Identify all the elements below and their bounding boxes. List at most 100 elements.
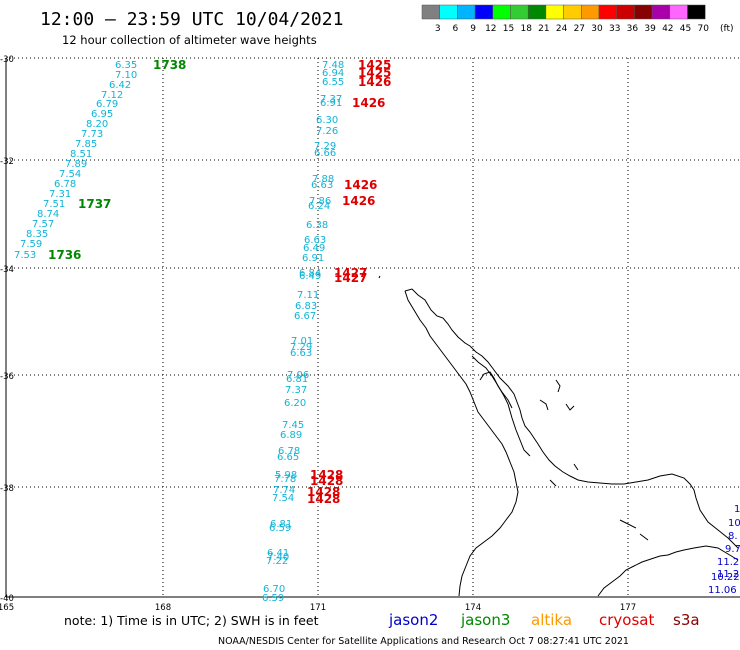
swh-value: 6.20 bbox=[284, 398, 306, 409]
swh-value: 7.74 bbox=[273, 485, 295, 496]
swh-value: 6.65 bbox=[277, 452, 299, 463]
legend-swatch bbox=[669, 4, 688, 20]
legend-tick-label: 6 bbox=[453, 24, 459, 34]
legend-swatch bbox=[474, 4, 494, 20]
lon-label: 165 bbox=[0, 603, 14, 613]
swh-value: 7.06 bbox=[287, 370, 309, 381]
swh-value: 7.26 bbox=[316, 126, 338, 137]
swh-value: 7.78 bbox=[274, 474, 296, 485]
swh-value: 7.48 bbox=[322, 60, 344, 71]
swh-value: 6.42 bbox=[109, 80, 131, 91]
swh-value: 7.40 bbox=[267, 552, 289, 563]
swh-value: 6.67 bbox=[294, 311, 316, 322]
satellite-altika: altika bbox=[531, 611, 572, 629]
lon-label: 174 bbox=[465, 603, 481, 613]
wave-height-legend: 3 6 9 12 15 18 21 24 27 30 33 36 39 42 45 70 (ft) bbox=[421, 4, 734, 34]
lat-label: -36 bbox=[0, 372, 14, 382]
swh-value: 7.10 bbox=[115, 70, 137, 81]
swh-value: 6.91 bbox=[302, 253, 324, 264]
swh-value: 7.88 bbox=[312, 174, 334, 185]
swh-value: 10.22 bbox=[711, 572, 740, 583]
satellite-legend: jason2 jason3 altika cryosat s3a bbox=[388, 611, 700, 629]
swh-value: 7.22 bbox=[266, 556, 288, 567]
legend-tick-label: 45 bbox=[680, 24, 691, 34]
swh-value: 6.38 bbox=[306, 220, 328, 231]
page-title: 12:00 – 23:59 UTC 10/04/2021 bbox=[40, 9, 343, 30]
legend-tick-label: 36 bbox=[627, 24, 639, 34]
east-cape-detail bbox=[539, 379, 649, 541]
lat-label: -34 bbox=[0, 265, 14, 275]
legend-tick-label: 70 bbox=[697, 24, 709, 34]
swh-value: 6.66 bbox=[314, 148, 336, 159]
swh-value: 10 bbox=[728, 518, 740, 529]
swh-value: 11.2 bbox=[717, 569, 739, 580]
swh-value: 8.74 bbox=[37, 209, 59, 220]
footer-note: note: 1) Time is in UTC; 2) SWH is in fe… bbox=[64, 613, 319, 628]
time-label: 1426 bbox=[352, 96, 385, 110]
swh-value: 10 bbox=[734, 504, 740, 515]
swh-value: 7.54 bbox=[272, 493, 294, 504]
swh-value: 6.63 bbox=[311, 180, 333, 191]
swh-value: 7.89 bbox=[65, 159, 87, 170]
swh-value: 8. bbox=[728, 531, 738, 542]
swh-value: 6.49 bbox=[303, 243, 325, 254]
lon-label: 171 bbox=[310, 603, 326, 613]
legend-tick-label: 18 bbox=[520, 24, 532, 34]
swh-value: 7.37 bbox=[285, 385, 307, 396]
legend-tick-label: 30 bbox=[591, 24, 603, 34]
footer-credit: NOAA/NESDIS Center for Satellite Applica… bbox=[218, 636, 629, 647]
swh-value: 6.49 bbox=[299, 271, 321, 282]
legend-swatch bbox=[563, 4, 582, 20]
legend-tick-label: 12 bbox=[485, 24, 496, 34]
time-label: 1736 bbox=[48, 248, 81, 262]
coastline bbox=[378, 275, 739, 597]
swh-value: 6.59 bbox=[262, 593, 284, 604]
swh-value: 6.84 bbox=[299, 268, 321, 279]
legend-swatch bbox=[598, 4, 617, 20]
legend-swatch bbox=[510, 4, 529, 20]
legend-tick-label: 9 bbox=[470, 24, 476, 34]
swh-value: 6.79 bbox=[96, 99, 118, 110]
plot-frame bbox=[5, 58, 740, 598]
legend-tick-label: 24 bbox=[556, 24, 568, 34]
time-label: 1426 bbox=[358, 75, 391, 89]
legend-swatch bbox=[492, 4, 511, 20]
swh-value: 6.70 bbox=[263, 584, 285, 595]
swh-value: 8.35 bbox=[26, 229, 48, 240]
time-label: 1427 bbox=[334, 271, 367, 285]
swh-value: 8.20 bbox=[86, 119, 108, 130]
legend-tick-label: 33 bbox=[609, 24, 620, 34]
swh-value: 7.51 bbox=[43, 199, 65, 210]
legend-tick-label: 39 bbox=[644, 24, 656, 34]
swh-value: 6.59 bbox=[269, 523, 291, 534]
lon-label: 177 bbox=[620, 603, 636, 613]
lon-label: 168 bbox=[155, 603, 171, 613]
swh-value: 7.73 bbox=[81, 129, 103, 140]
swh-value: 8.51 bbox=[70, 149, 92, 160]
lat-lon-grid bbox=[6, 57, 740, 597]
swh-value: 7.86 bbox=[309, 196, 331, 207]
time-label: 1738 bbox=[153, 58, 186, 72]
swh-value: 6.35 bbox=[115, 60, 137, 71]
swh-value: 7.85 bbox=[75, 139, 97, 150]
legend-swatch bbox=[421, 4, 440, 20]
swh-value: 11.2 bbox=[717, 557, 739, 568]
time-label: 1426 bbox=[342, 194, 375, 208]
inner-gulf bbox=[471, 355, 531, 457]
swh-value: 6.89 bbox=[280, 430, 302, 441]
legend-swatch bbox=[581, 4, 600, 20]
time-label: 1426 bbox=[344, 178, 377, 192]
track-jason3: 6.357.106.427.126.796.958.207.737.858.51… bbox=[14, 58, 186, 262]
legend-swatch bbox=[687, 4, 706, 20]
legend-swatch bbox=[651, 4, 671, 20]
legend-tick-label: 3 bbox=[435, 24, 441, 34]
satellite-jason3: jason3 bbox=[460, 611, 510, 629]
west-coast bbox=[404, 290, 519, 597]
time-label: 1737 bbox=[78, 197, 111, 211]
swh-value: 6.81 bbox=[270, 519, 292, 530]
legend-swatch bbox=[634, 4, 653, 20]
swh-value: 6.78 bbox=[278, 446, 300, 457]
swh-value: 6.55 bbox=[322, 77, 344, 88]
swh-value: 6.41 bbox=[267, 548, 289, 559]
legend-swatch bbox=[439, 4, 458, 20]
